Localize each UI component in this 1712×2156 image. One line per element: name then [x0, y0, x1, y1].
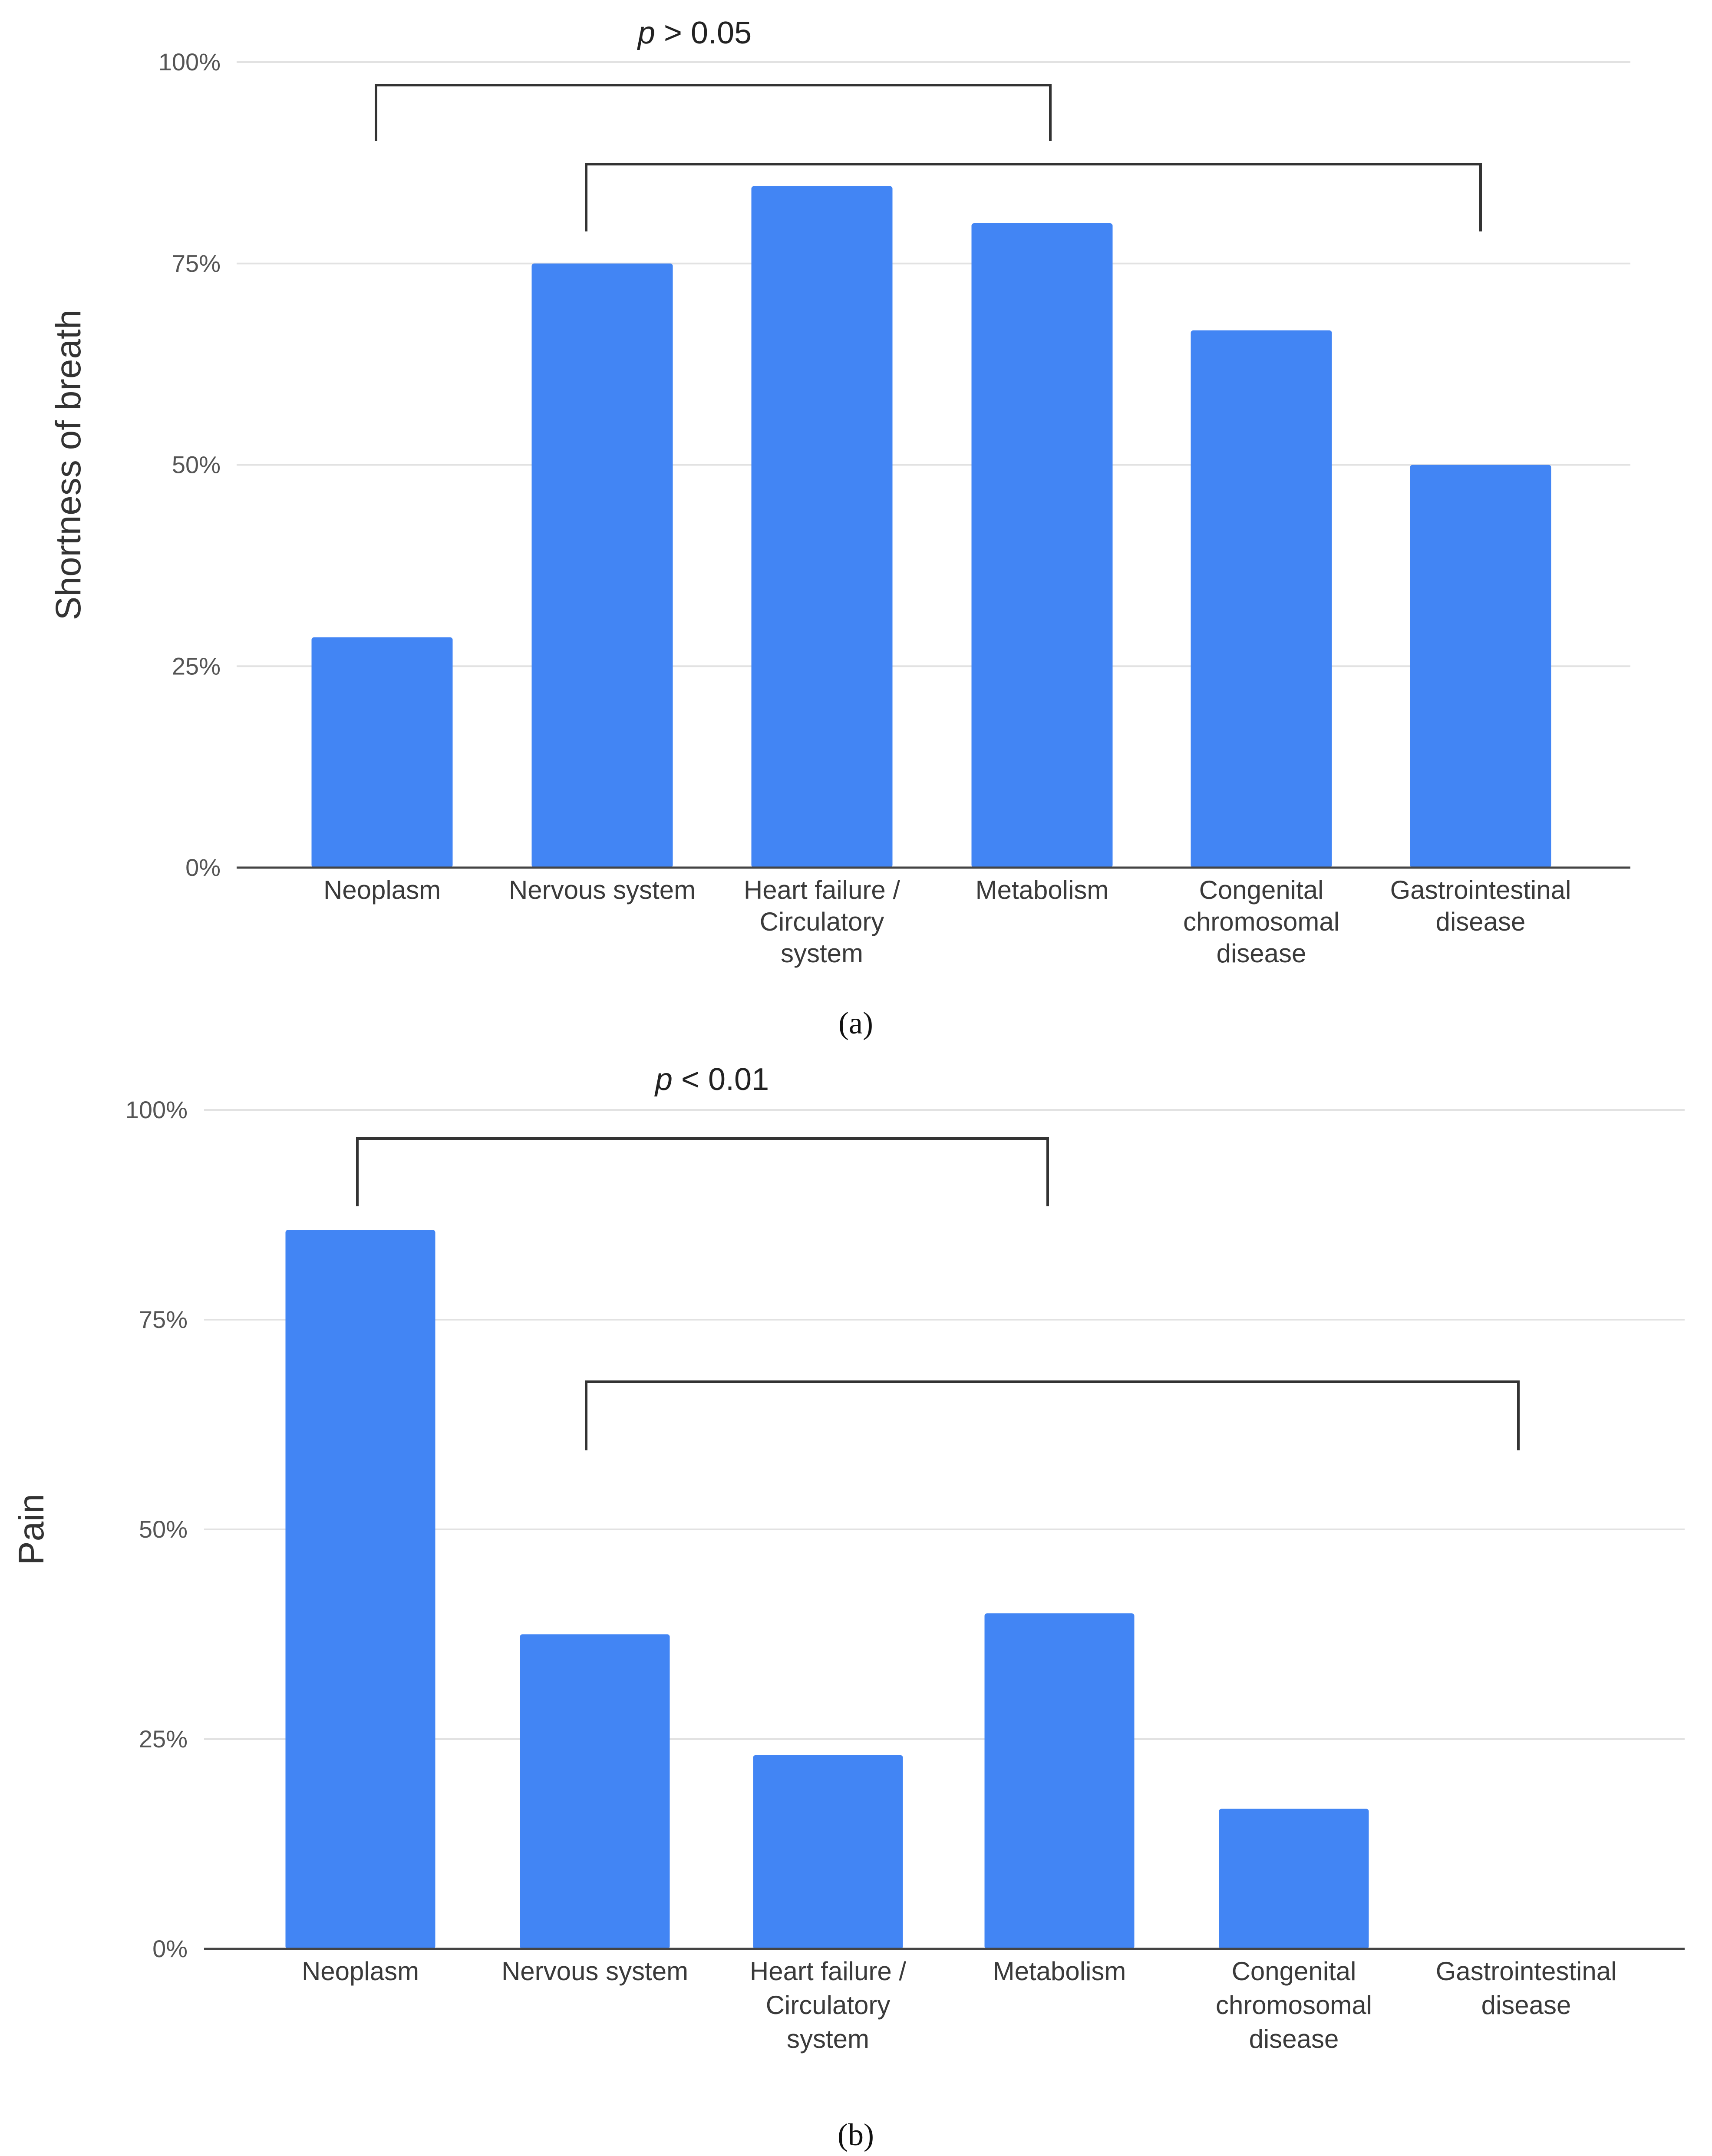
panel-b-significance-bracket: [356, 1137, 1049, 1206]
panel-b-x-tick-label: Gastrointestinal disease: [1436, 1957, 1617, 2020]
panel-b-x-tick-label-line: Nervous system: [501, 1957, 688, 1986]
panel-b-y-tick-label: 0%: [152, 1935, 188, 1962]
panel-a-x-tick-label-line: Circulatory: [760, 907, 884, 936]
panel-b-x-tick-label: Congenital chromosomal disease: [1216, 1957, 1372, 2054]
panel-a-bar: [531, 263, 673, 868]
panel-a-x-tick-label: Congenital chromosomal disease: [1183, 875, 1339, 968]
panel-a-x-tick-label-line: Gastrointestinal: [1390, 875, 1571, 905]
panel-b-y-tick-label: 25%: [139, 1725, 188, 1753]
panel-b-x-tick-label-line: Neoplasm: [302, 1957, 419, 1986]
panel-a-chart: 0% 25% 50% 75% 100% Neoplasm Nervous system Hea…: [49, 16, 1630, 1040]
panel-b-x-tick-label: Neoplasm: [302, 1957, 419, 1986]
panel-b-p-value-annotation: p < 0.01: [654, 1062, 769, 1097]
panel-b-x-tick-label-line: Heart failure /: [750, 1957, 906, 1986]
panel-b-significance-bracket: [585, 1380, 1520, 1450]
panel-b-x-tick-label-line: disease: [1481, 1991, 1571, 2020]
panel-b-x-tick-label-line: Gastrointestinal: [1436, 1957, 1617, 1986]
panel-b-y-tick-label: 100%: [125, 1096, 188, 1123]
panel-a-x-tick-label-line: disease: [1217, 939, 1306, 968]
panel-a-x-tick-label-line: Congenital: [1199, 875, 1324, 905]
panel-a-x-tick-label: Gastrointestinal disease: [1390, 875, 1571, 936]
panel-a-y-axis-title: Shortness of breath: [49, 310, 88, 621]
panel-a-x-tick-label: Neoplasm: [323, 875, 441, 905]
panel-b-bar: [520, 1634, 670, 1949]
panel-b-x-tick-label-line: Circulatory: [766, 1991, 891, 2020]
panel-a-p-symbol: p: [637, 16, 655, 50]
panel-a-x-tick-label-line: disease: [1436, 907, 1526, 936]
panel-a-y-tick-label: 0%: [185, 854, 221, 881]
panel-b-p-symbol: p: [654, 1062, 673, 1097]
panel-b-chart: 0% 25% 50% 75% 100% Neoplasm Nervous system Hea…: [12, 1062, 1685, 2152]
panel-a-x-tick-label: Nervous system: [509, 875, 696, 905]
panel-b-caption: (b): [838, 2117, 874, 2152]
panel-a-y-tick-label: 75%: [172, 250, 221, 277]
panel-a-y-tick-label: 25%: [172, 652, 221, 680]
panel-a-bar: [971, 223, 1113, 868]
panel-b-x-tick-label: Nervous system: [501, 1957, 688, 1986]
panel-a-x-tick-label-line: chromosomal: [1183, 907, 1339, 936]
panel-b-x-tick-label-line: disease: [1249, 2024, 1339, 2054]
panel-a-bar: [1191, 330, 1332, 868]
panel-b-x-tick-label: Heart failure / Circulatory system: [750, 1957, 906, 2054]
panel-b-x-tick-label-line: chromosomal: [1216, 1991, 1372, 2020]
panel-a-caption: (a): [838, 1006, 873, 1040]
panel-b-y-tick-label: 75%: [139, 1306, 188, 1333]
panel-b-x-tick-label-line: Congenital: [1232, 1957, 1356, 1986]
panel-a-bar: [311, 637, 453, 868]
panel-a-x-tick-label-line: Nervous system: [509, 875, 696, 905]
panel-a-bar: [1410, 465, 1551, 868]
panel-a-y-tick-label: 50%: [172, 451, 221, 479]
panel-a-x-tick-label: Heart failure / Circulatory system: [744, 875, 900, 968]
panel-a-significance-bracket: [375, 84, 1052, 141]
panel-a-p-value-text: > 0.05: [655, 16, 752, 50]
panel-b-y-axis-title: Pain: [12, 1494, 51, 1565]
panel-a-x-tick-label-line: Neoplasm: [323, 875, 441, 905]
panel-b-bar: [1219, 1809, 1369, 1949]
panel-b-y-tick-label: 50%: [139, 1515, 188, 1543]
panel-a-x-tick-label-line: Heart failure /: [744, 875, 900, 905]
panel-a-p-value-annotation: p > 0.05: [637, 16, 752, 50]
panel-b-p-value-text: < 0.01: [673, 1062, 769, 1097]
panel-b-x-tick-label-line: Metabolism: [993, 1957, 1126, 1986]
panel-a-x-tick-label: Metabolism: [976, 875, 1109, 905]
panel-a-y-tick-label: 100%: [158, 48, 221, 76]
panel-b-bar: [753, 1755, 903, 1949]
panel-a-x-tick-label-line: system: [781, 939, 863, 968]
panel-a-x-tick-label-line: Metabolism: [976, 875, 1109, 905]
panel-b-x-tick-label: Metabolism: [993, 1957, 1126, 1986]
panel-b-bar: [984, 1613, 1135, 1949]
panel-b-x-tick-label-line: system: [787, 2024, 869, 2054]
panel-b-bar: [285, 1230, 435, 1949]
panel-a-significance-bracket: [585, 163, 1482, 231]
panel-a-bar: [751, 186, 893, 868]
